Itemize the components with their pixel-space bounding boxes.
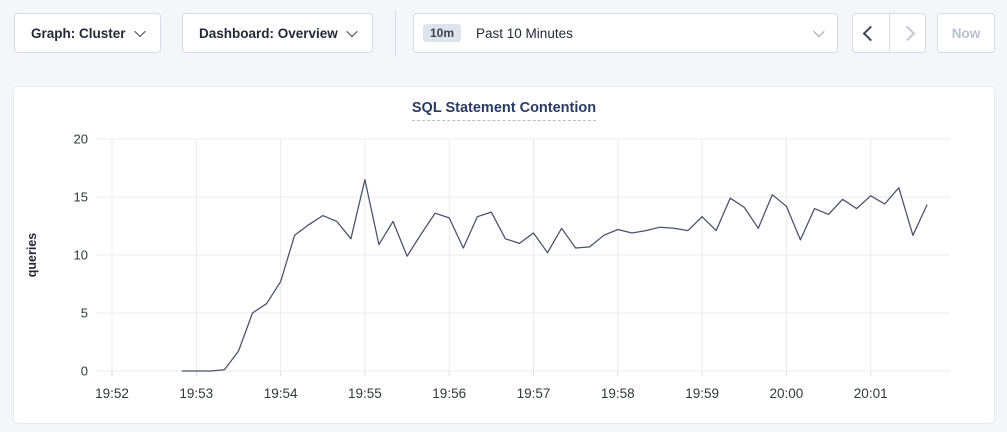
svg-text:0: 0 [81,364,88,379]
svg-text:19:55: 19:55 [348,386,382,401]
svg-text:15: 15 [74,190,88,205]
graph-dropdown[interactable]: Graph: Cluster [14,13,161,53]
chart-title[interactable]: SQL Statement Contention [411,98,597,121]
time-range-dropdown[interactable]: 10m Past 10 Minutes [413,13,838,53]
chevron-left-icon [862,25,879,41]
svg-text:19:59: 19:59 [685,386,719,401]
svg-text:19:54: 19:54 [264,386,298,401]
dashboard-dropdown-label: Dashboard: Overview [199,25,338,41]
contention-chart-svg: 0 5 10 15 20 19:52 19:53 19:54 19:55 19:56 19:57 19… [25,132,950,401]
dashboard-dropdown[interactable]: Dashboard: Overview [182,13,373,53]
svg-text:19:53: 19:53 [179,386,213,401]
next-time-button[interactable] [888,14,926,52]
chart-panel: SQL Statement Contention 0 5 10 15 20 19:52 19… [13,86,995,424]
chevron-right-icon [899,25,916,41]
time-step-button-group [852,13,926,53]
time-range-badge: 10m [423,24,462,42]
now-button-label: Now [951,25,981,41]
chart-title-row: SQL Statement Contention [14,98,994,121]
svg-text:10: 10 [74,248,88,263]
toolbar: Graph: Cluster Dashboard: Overview 10m P… [0,0,1007,70]
svg-text:20:00: 20:00 [770,386,804,401]
svg-text:19:52: 19:52 [95,386,129,401]
time-range-label: Past 10 Minutes [476,25,573,41]
svg-text:19:56: 19:56 [432,386,466,401]
chevron-down-icon [346,25,358,38]
svg-text:20: 20 [74,132,88,147]
chevron-down-icon [813,25,825,38]
toolbar-divider [395,11,396,56]
graph-dropdown-label: Graph: Cluster [31,25,126,41]
svg-text:19:57: 19:57 [517,386,551,401]
svg-text:20:01: 20:01 [854,386,888,401]
chevron-down-icon [133,25,146,38]
now-button[interactable]: Now [937,13,995,53]
prev-time-button[interactable] [853,14,889,52]
svg-text:5: 5 [81,306,88,321]
svg-text:queries: queries [25,233,39,278]
svg-text:19:58: 19:58 [601,386,635,401]
